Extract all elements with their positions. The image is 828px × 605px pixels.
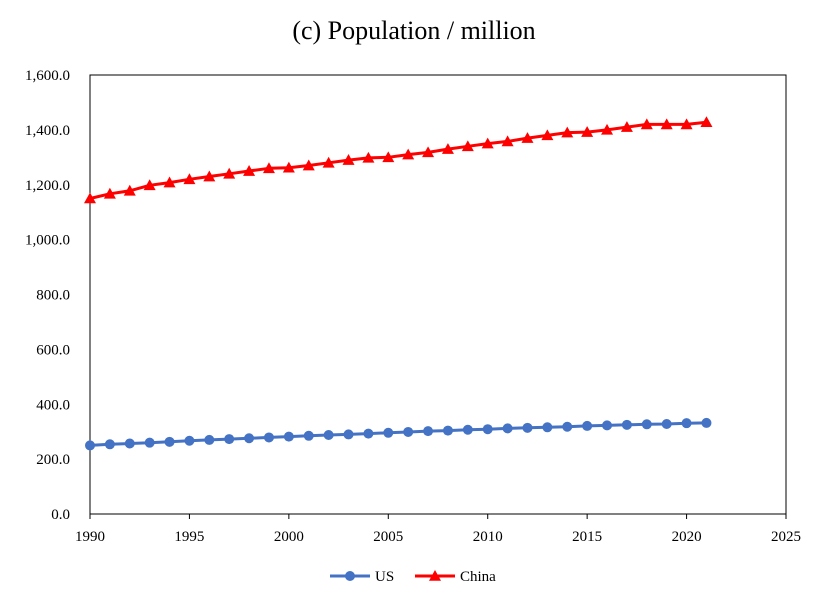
data-point-china [143,179,156,191]
data-point-us [303,430,314,441]
x-tick-label: 2025 [771,529,801,545]
data-point-us [383,427,394,438]
data-point-us [263,432,274,443]
data-point-us [502,423,513,434]
data-point-us [124,438,135,449]
data-point-us [144,437,155,448]
data-point-us [522,422,533,433]
series-line-china [89,120,707,200]
data-point-china [382,151,395,163]
series-line-us [89,421,707,447]
legend: US China [330,569,496,585]
data-point-us [343,429,354,440]
data-point-us [323,429,334,440]
y-tick-label: 1,400.0 [25,123,70,139]
data-point-us [641,419,652,430]
data-point-us [224,434,235,445]
data-point-us [562,421,573,432]
data-point-china [203,170,216,182]
data-point-china [84,192,96,204]
y-tick-label: 600.0 [36,342,70,358]
data-point-us [423,426,434,437]
y-tick-label: 200.0 [36,452,70,468]
data-point-china [223,167,236,179]
legend-marker-china [429,570,441,581]
legend-marker-us [345,571,355,581]
data-point-china [441,143,454,154]
data-point-china [620,121,633,132]
data-point-china [402,148,415,160]
data-point-china [422,146,435,158]
x-tick-label: 2010 [473,529,503,545]
x-tick-label: 2005 [373,529,403,545]
data-point-china [183,173,196,185]
data-point-us [363,428,374,439]
data-point-china [163,176,176,188]
x-tick-label: 2000 [274,529,304,545]
y-tick-label: 800.0 [36,288,70,304]
data-point-us [602,420,613,431]
data-point-us [482,424,493,435]
legend-label-us: US [375,569,394,585]
data-point-china [103,187,116,199]
data-point-us [442,425,453,436]
chart-title: (c) Population / million [292,16,536,45]
data-point-china [501,135,514,147]
data-point-china [243,165,256,176]
x-tick-label: 2020 [672,529,702,545]
y-tick-label: 1,600.0 [25,68,70,84]
data-point-china [521,132,534,143]
x-tick-label: 1995 [174,529,204,545]
data-point-china [541,129,554,141]
data-point-china [322,156,335,168]
data-point-china [481,137,494,149]
y-tick-label: 1,200.0 [25,178,70,194]
x-axis: 1990 1995 2000 2005 2010 2015 2020 2025 [75,514,801,545]
data-point-china [302,159,315,171]
series-layer [84,116,713,451]
y-tick-label: 1,000.0 [25,233,70,249]
data-point-china [680,118,693,130]
data-point-china [461,140,474,152]
plot-area [89,74,787,515]
data-point-us [701,417,712,428]
data-point-china [700,116,713,127]
data-point-us [184,435,195,446]
data-point-us [681,418,692,429]
data-point-china [561,126,574,138]
data-point-china [640,118,653,130]
data-point-us [104,439,115,450]
y-axis: 0.0 200.0 400.0 600.0 800.0 1,000.0 1,200.0 1,4… [25,68,70,523]
data-point-china [660,118,673,130]
data-point-china [581,126,594,137]
data-point-us [403,426,414,437]
data-point-china [601,123,614,135]
data-point-us [85,440,95,451]
y-tick-label: 400.0 [36,397,70,413]
data-point-us [244,433,255,444]
data-point-us [621,419,632,430]
data-point-us [661,419,672,430]
data-point-china [362,151,375,163]
data-point-us [283,431,294,442]
data-point-us [204,434,215,445]
data-point-us [164,436,175,447]
x-tick-label: 2015 [572,529,602,545]
data-point-us [462,424,473,435]
legend-label-china: China [460,569,496,585]
data-point-china [342,154,355,165]
data-point-china [282,161,295,173]
x-tick-label: 1990 [75,529,105,545]
data-point-china [262,162,275,174]
data-point-china [123,184,136,196]
y-tick-label: 0.0 [51,507,70,523]
data-point-us [542,422,553,433]
data-point-us [582,420,593,431]
